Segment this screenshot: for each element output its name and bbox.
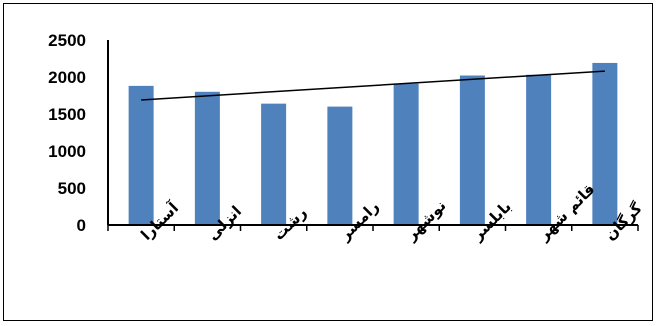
y-axis-ticks: 0 500 1000 1500 2000 2500	[48, 31, 86, 235]
bar	[194, 91, 220, 225]
bar	[128, 85, 154, 225]
y-tick-label: 1500	[48, 105, 86, 124]
bar	[592, 62, 618, 225]
bars	[128, 62, 618, 226]
bar	[526, 74, 552, 225]
bar	[327, 106, 353, 225]
y-tick-label: 500	[58, 179, 86, 198]
y-tick-label: 2000	[48, 68, 86, 87]
bar	[261, 103, 287, 225]
y-tick-label: 1000	[48, 142, 86, 161]
bar	[393, 83, 419, 225]
chart-frame: 0 500 1000 1500 2000 2500 آستارا انزلی رشت رامسر…	[3, 3, 653, 321]
x-axis-tick-marks	[107, 225, 639, 231]
trendline	[141, 70, 605, 101]
y-tick-label: 2500	[48, 31, 86, 50]
y-tick-label: 0	[77, 216, 86, 235]
bar	[459, 75, 485, 226]
